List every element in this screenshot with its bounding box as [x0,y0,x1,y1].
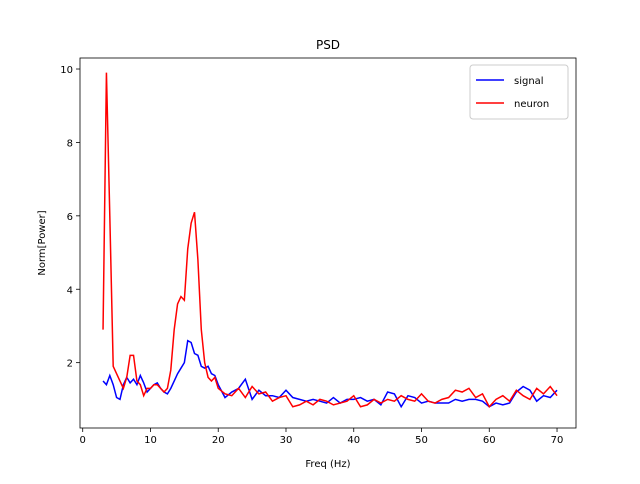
legend-label: neuron [514,99,549,110]
x-axis-label: Freq (Hz) [305,459,350,470]
x-tick-label: 30 [280,435,293,446]
y-tick-label: 8 [67,138,73,149]
plot-frame [79,57,577,429]
x-tick-label: 10 [144,435,157,446]
x-tick-label: 40 [347,435,360,446]
x-tick-label: 50 [415,435,428,446]
x-tick-label: 60 [483,435,496,446]
legend-label: signal [514,76,544,87]
y-tick-label: 2 [67,359,73,370]
x-tick-label: 70 [551,435,564,446]
x-tick-label: 20 [212,435,225,446]
y-tick-label: 10 [60,65,73,76]
y-tick-label: 6 [67,212,73,223]
x-tick-label: 0 [80,435,86,446]
series-line [102,72,558,408]
y-axis-label: Norm[Power] [37,210,48,275]
y-tick-label: 4 [67,285,73,296]
legend-box [469,64,569,120]
chart-title: PSD [316,38,340,52]
